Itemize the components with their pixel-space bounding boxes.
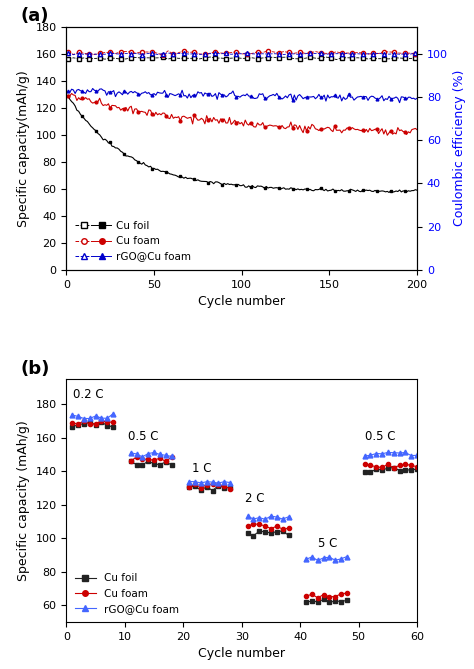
Text: 0.5 C: 0.5 C xyxy=(365,430,395,443)
Legend: Cu foil, Cu foam, rGO@Cu foam: Cu foil, Cu foam, rGO@Cu foam xyxy=(72,218,194,264)
Text: 2 C: 2 C xyxy=(245,492,264,505)
Text: 5 C: 5 C xyxy=(318,537,337,550)
Y-axis label: Specific capacity (mAh/g): Specific capacity (mAh/g) xyxy=(17,420,30,581)
X-axis label: Cycle number: Cycle number xyxy=(198,648,285,660)
Text: 1 C: 1 C xyxy=(192,462,211,475)
Text: 0.5 C: 0.5 C xyxy=(128,430,158,443)
Legend: Cu foil, Cu foam, rGO@Cu foam: Cu foil, Cu foam, rGO@Cu foam xyxy=(72,570,182,617)
Text: (a): (a) xyxy=(21,7,49,25)
Y-axis label: Specific capacity(mAh/g): Specific capacity(mAh/g) xyxy=(17,70,30,227)
Y-axis label: Coulombic efficiency (%): Coulombic efficiency (%) xyxy=(454,70,466,227)
Text: (b): (b) xyxy=(21,360,50,378)
Text: 0.2 C: 0.2 C xyxy=(73,388,104,401)
X-axis label: Cycle number: Cycle number xyxy=(198,295,285,308)
